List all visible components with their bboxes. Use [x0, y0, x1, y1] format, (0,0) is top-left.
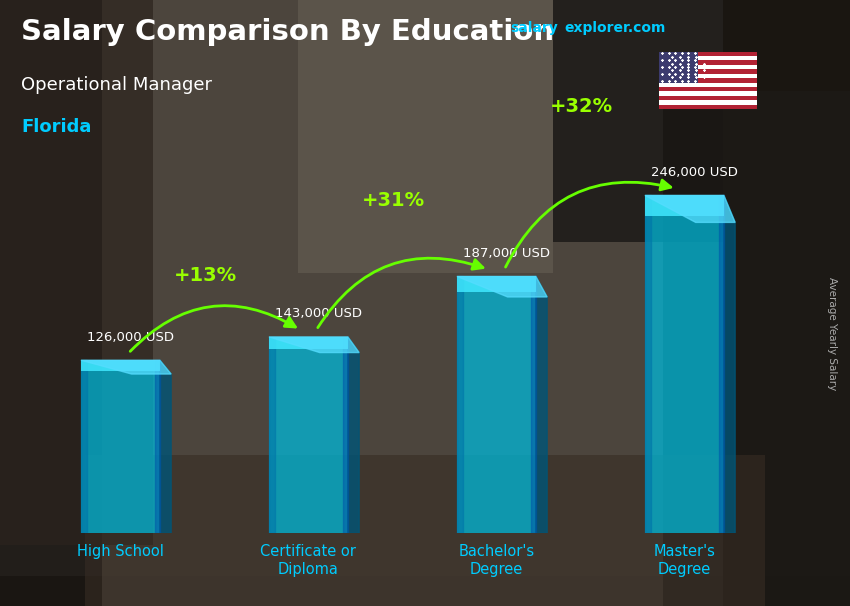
Bar: [269, 337, 348, 533]
Text: +32%: +32%: [549, 96, 613, 116]
Bar: [645, 195, 724, 216]
Text: Average Yearly Salary: Average Yearly Salary: [827, 277, 837, 390]
Bar: [659, 87, 756, 92]
Bar: [659, 92, 756, 96]
Bar: [645, 195, 724, 533]
Bar: [457, 276, 536, 533]
Bar: [81, 360, 160, 533]
Text: 126,000 USD: 126,000 USD: [87, 331, 173, 344]
Bar: [659, 52, 698, 82]
Text: 143,000 USD: 143,000 USD: [275, 307, 361, 321]
Text: Salary Comparison By Education: Salary Comparison By Education: [21, 18, 554, 46]
Bar: [298, 0, 552, 273]
Bar: [85, 454, 765, 606]
Text: Florida: Florida: [21, 118, 92, 136]
Text: salary: salary: [510, 21, 558, 35]
Polygon shape: [81, 360, 88, 533]
Bar: [659, 105, 756, 109]
Bar: [659, 96, 756, 100]
Bar: [0, 0, 153, 545]
Text: +13%: +13%: [173, 265, 236, 285]
Bar: [659, 82, 756, 87]
Polygon shape: [156, 360, 160, 533]
Bar: [81, 360, 160, 371]
Bar: [659, 78, 756, 82]
Text: Operational Manager: Operational Manager: [21, 76, 212, 94]
Bar: [0, 576, 850, 606]
Polygon shape: [531, 276, 536, 533]
Polygon shape: [719, 195, 724, 533]
Polygon shape: [457, 276, 547, 297]
Bar: [0, 0, 102, 606]
Polygon shape: [269, 337, 360, 353]
Bar: [659, 69, 756, 74]
Text: +31%: +31%: [361, 191, 424, 210]
Text: explorer.com: explorer.com: [564, 21, 666, 35]
Polygon shape: [348, 337, 360, 533]
Polygon shape: [724, 195, 735, 533]
Bar: [659, 74, 756, 78]
Polygon shape: [81, 360, 171, 374]
Bar: [457, 276, 536, 292]
Polygon shape: [343, 337, 348, 533]
Polygon shape: [645, 195, 651, 533]
Bar: [659, 100, 756, 105]
Bar: [722, 0, 850, 606]
Polygon shape: [269, 337, 275, 533]
Bar: [269, 337, 348, 348]
Bar: [663, 91, 850, 606]
Bar: [659, 61, 756, 65]
Text: 187,000 USD: 187,000 USD: [462, 247, 550, 260]
Bar: [102, 0, 722, 606]
Bar: [659, 65, 756, 69]
Polygon shape: [457, 276, 463, 533]
Polygon shape: [536, 276, 547, 533]
Bar: [659, 56, 756, 61]
Bar: [659, 52, 756, 56]
Text: 246,000 USD: 246,000 USD: [650, 166, 738, 179]
Polygon shape: [160, 360, 171, 533]
Bar: [552, 0, 722, 242]
Polygon shape: [645, 195, 735, 222]
